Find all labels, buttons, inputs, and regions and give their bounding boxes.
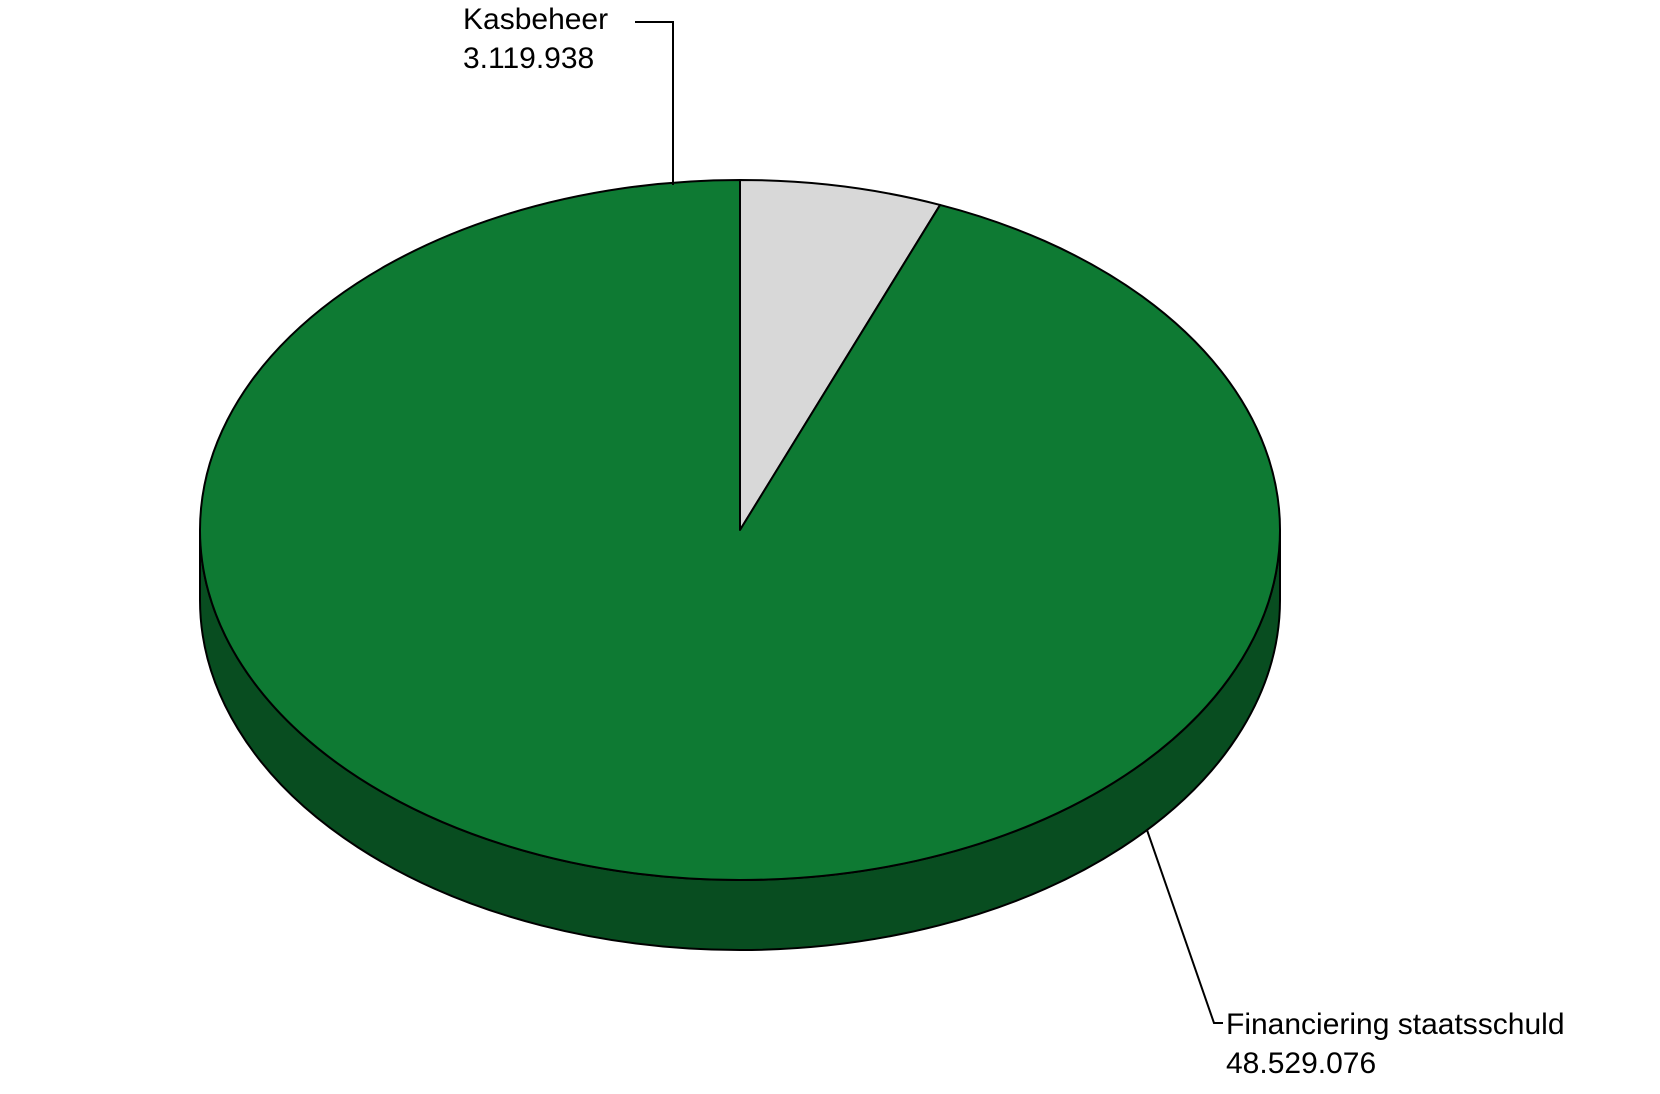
- slice-name-kasbeheer: Kasbeheer: [463, 3, 608, 36]
- slice-value-kasbeheer: 3.119.938: [463, 42, 594, 75]
- pie-chart-container: Kasbeheer 3.119.938 Financiering staatss…: [0, 0, 1660, 1089]
- pie-chart-svg: [0, 0, 1660, 1089]
- slice-value-financiering: 48.529.076: [1226, 1047, 1376, 1080]
- slice-label-kasbeheer: Kasbeheer 3.119.938: [463, 0, 608, 78]
- slice-label-financiering: Financiering staatsschuld 48.529.076: [1226, 1005, 1565, 1083]
- slice-name-financiering: Financiering staatsschuld: [1226, 1008, 1565, 1041]
